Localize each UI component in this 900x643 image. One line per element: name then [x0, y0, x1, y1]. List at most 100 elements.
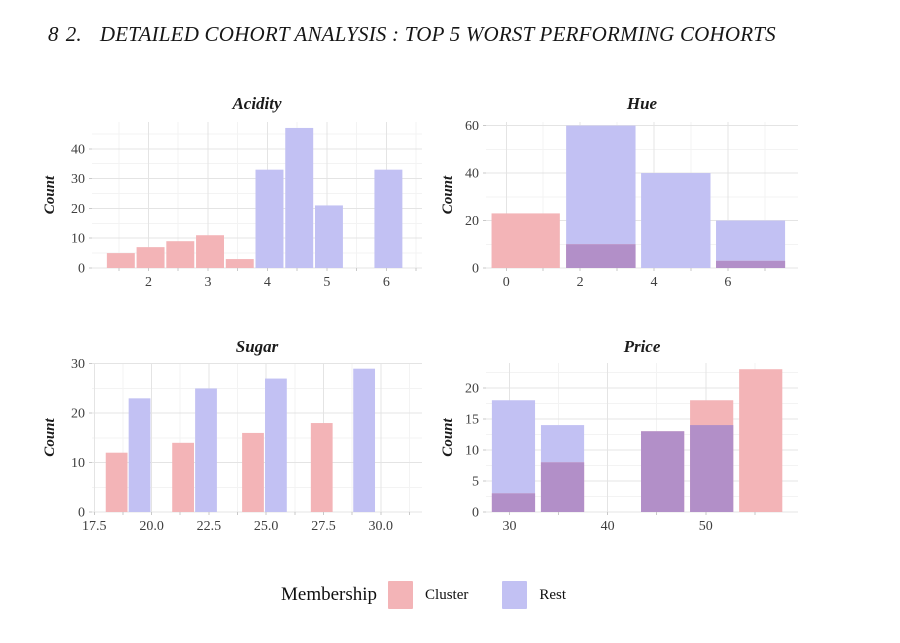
axis-ticks [89, 363, 410, 515]
chart-title: Price [623, 337, 661, 356]
acidity-rest-bar [314, 205, 343, 268]
y-tick-label: 30 [71, 172, 85, 187]
chart-hue: 0 2 4 6 0 20 40 60 Hue Count [430, 83, 812, 315]
sugar-rest-bar [353, 368, 376, 512]
x-tick-label: 25.0 [254, 519, 279, 534]
x-tick-label: 6 [383, 275, 390, 290]
y-tick-label: 20 [71, 407, 85, 422]
y-tick-label: 60 [465, 119, 479, 134]
x-tick-label: 2 [577, 275, 584, 290]
x-tick-label: 2 [145, 275, 152, 290]
acidity-cluster-bar [196, 235, 224, 268]
acidity-rest-bar [374, 169, 403, 268]
legend-title: Membership [281, 584, 378, 605]
y-tick-label: 0 [78, 506, 85, 521]
acidity-rest-bar [285, 127, 314, 268]
rest-label: Rest [539, 586, 567, 603]
acidity-rest-bar [255, 169, 284, 268]
x-tick-label: 30 [503, 519, 517, 534]
section-number: 2. [65, 22, 82, 46]
x-tick-label: 3 [204, 275, 211, 290]
x-tick-label: 50 [699, 519, 713, 534]
price-cluster-bar [739, 369, 783, 512]
chart-price: 30 40 50 0 5 10 15 20 Price Count [430, 326, 812, 560]
heading-text: DETAILED COHORT ANALYSIS : TOP 5 WORST P… [99, 22, 776, 46]
y-tick-label: 30 [71, 357, 85, 372]
sugar-cluster-bar [242, 432, 264, 512]
sugar-rest-bar [128, 398, 151, 512]
rest-color-swatch [502, 581, 528, 609]
y-tick-label: 20 [465, 381, 479, 396]
bars [491, 369, 783, 512]
y-tick-label: 40 [71, 142, 85, 157]
acidity-cluster-bar [225, 259, 254, 268]
sugar-cluster-bar [105, 452, 128, 512]
sugar-rest-bar [195, 388, 217, 512]
page-heading: 8 2. DETAILED COHORT ANALYSIS : TOP 5 WORS… [48, 22, 776, 47]
cluster-color-swatch [388, 581, 414, 609]
y-tick-label: 20 [71, 202, 85, 217]
price-svg: 30 40 50 0 5 10 15 20 Price Count [440, 337, 798, 534]
y-axis-label: Count [42, 175, 58, 214]
sugar-cluster-bar [172, 442, 194, 512]
axis-labels: 2 3 4 5 6 0 10 20 30 40 [71, 142, 390, 290]
bars [106, 127, 403, 268]
y-axis-label: Count [42, 417, 58, 456]
sugar-cluster-bar [310, 423, 333, 512]
membership-legend: Membership Cluster Rest [281, 581, 600, 609]
axis-ticks [483, 125, 766, 271]
x-tick-label: 20.0 [139, 519, 164, 534]
bars [105, 368, 376, 512]
hue-rest-bar [716, 220, 786, 268]
x-tick-label: 27.5 [311, 519, 336, 534]
y-axis-label: Count [440, 417, 456, 456]
x-tick-label: 6 [724, 275, 731, 290]
hue-cluster-bar [491, 213, 560, 268]
y-tick-label: 0 [78, 262, 85, 277]
y-tick-label: 0 [472, 262, 479, 277]
legend-item-cluster: Cluster [388, 581, 468, 609]
acidity-cluster-bar [136, 247, 165, 268]
chart-acidity: 2 3 4 5 6 0 10 20 30 40 Acidity Count [30, 83, 442, 315]
axis-ticks [89, 148, 417, 271]
hue-overlap-bar [716, 260, 786, 268]
x-tick-label: 4 [651, 275, 658, 290]
cluster-label: Cluster [425, 586, 469, 603]
sugar-svg: 17.5 20.0 22.5 25.0 27.5 30.0 0 10 20 30 Sugar Coun… [42, 337, 422, 534]
hue-overlap-bar [566, 244, 636, 268]
page-number: 8 [48, 22, 59, 46]
y-tick-label: 5 [472, 474, 479, 489]
bars [491, 125, 786, 268]
y-tick-label: 10 [71, 232, 85, 247]
y-tick-label: 10 [71, 456, 85, 471]
chart-title: Hue [626, 94, 658, 113]
legend-item-rest: Rest [502, 581, 566, 609]
y-tick-label: 20 [465, 214, 479, 229]
acidity-cluster-bar [106, 253, 135, 268]
acidity-svg: 2 3 4 5 6 0 10 20 30 40 Acidity Count [42, 94, 422, 290]
x-tick-label: 0 [503, 275, 510, 290]
x-tick-label: 22.5 [197, 519, 222, 534]
x-tick-label: 5 [323, 275, 330, 290]
x-tick-label: 17.5 [82, 519, 107, 534]
price-overlap-bar [690, 425, 734, 512]
hue-rest-bar [641, 173, 711, 268]
price-overlap-bar [491, 493, 536, 512]
axis-labels: 17.5 20.0 22.5 25.0 27.5 30.0 0 10 20 30 [71, 357, 393, 534]
axis-ticks [483, 387, 756, 515]
chart-title: Sugar [236, 337, 279, 356]
x-tick-label: 4 [264, 275, 271, 290]
acidity-cluster-bar [166, 241, 195, 268]
axis-labels: 30 40 50 0 5 10 15 20 [465, 381, 713, 534]
y-tick-label: 15 [465, 412, 479, 427]
sugar-rest-bar [265, 378, 287, 512]
y-tick-label: 40 [465, 167, 479, 182]
x-tick-label: 40 [601, 519, 615, 534]
y-tick-label: 0 [472, 506, 479, 521]
price-overlap-bar [641, 431, 685, 512]
price-overlap-bar [540, 462, 585, 512]
y-axis-label: Count [440, 175, 456, 214]
